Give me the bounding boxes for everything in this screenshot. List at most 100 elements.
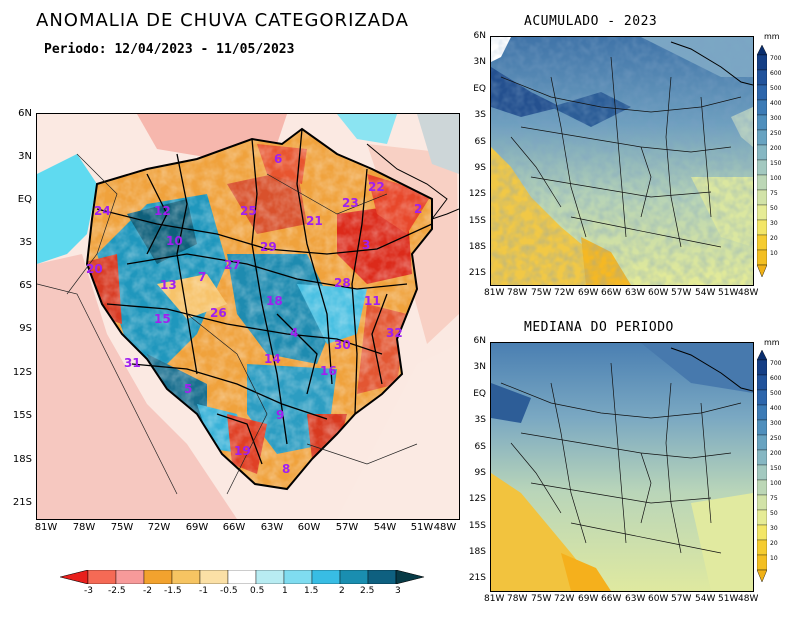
med-lat-tick: 9S	[474, 468, 486, 478]
vcb-label: 10	[770, 250, 778, 257]
colorbar-label: -3	[84, 586, 93, 596]
med-lat-tick: EQ	[473, 389, 486, 399]
vcb-label: 700	[770, 55, 782, 62]
med-lon-tick: 66W	[601, 594, 622, 604]
basin-label-10: 10	[166, 234, 183, 248]
basin-label-24: 24	[94, 204, 111, 218]
acc-lat-tick: 21S	[468, 268, 486, 278]
colorbar-label: 2.5	[360, 586, 375, 596]
vcb-label: 20	[770, 235, 778, 242]
vcb-label: 30	[770, 220, 778, 227]
med-lat-tick: 3S	[474, 415, 486, 425]
vcb-label: 600	[770, 70, 782, 77]
colorbar-label: 2	[339, 586, 345, 596]
main-lat-tick: 21S	[12, 497, 32, 508]
colorbar-label: -0.5	[220, 586, 238, 596]
colorbar-label: -2	[143, 586, 152, 596]
acc-lon-tick: 78W	[507, 288, 528, 298]
acc-lat-tick: 18S	[468, 242, 486, 252]
acc-lat-tick: 6N	[473, 31, 486, 41]
colorbar-label: -2.5	[108, 586, 126, 596]
basin-label-6: 6	[274, 152, 283, 166]
basin-label-30: 30	[334, 338, 351, 352]
basin-label-13: 13	[160, 278, 177, 292]
basin-label-16: 16	[320, 364, 337, 378]
accumulated-title: ACUMULADO - 2023	[524, 14, 658, 29]
vcb-label: 250	[770, 435, 782, 442]
main-lon-tick: 63W	[260, 522, 284, 533]
basin-label-14: 14	[264, 352, 281, 366]
median-map	[490, 342, 754, 592]
med-lon-tick: 78W	[507, 594, 528, 604]
main-lon-tick: 48W	[433, 522, 457, 533]
vcb-label: 100	[770, 480, 782, 487]
main-lon-tick: 75W	[110, 522, 134, 533]
acc-lon-tick: 81W	[484, 288, 505, 298]
vcb-label: 500	[770, 390, 782, 397]
acc-lon-tick: 51W	[718, 288, 739, 298]
med-lon-tick: 57W	[671, 594, 692, 604]
vcb-label: 150	[770, 160, 782, 167]
main-lat-tick: 12S	[12, 367, 32, 378]
acc-lon-tick: 69W	[578, 288, 599, 298]
vcb-label: 400	[770, 100, 782, 107]
anomaly-map	[36, 113, 460, 520]
main-lat-tick: EQ	[17, 194, 32, 205]
basin-label-5: 5	[184, 382, 193, 396]
basin-label-28: 28	[334, 276, 351, 290]
vcb-label: 400	[770, 405, 782, 412]
med-lon-tick: 69W	[578, 594, 599, 604]
acc-lon-tick: 54W	[695, 288, 716, 298]
vcb-label: 150	[770, 465, 782, 472]
vcb-label: 200	[770, 450, 782, 457]
main-lat-tick: 3N	[18, 151, 32, 162]
basin-label-27: 27	[224, 258, 241, 272]
main-lon-tick: 57W	[335, 522, 359, 533]
basin-label-32: 32	[386, 326, 403, 340]
acc-lat-tick: 3N	[473, 57, 486, 67]
main-lon-tick: 66W	[222, 522, 246, 533]
basin-label-22: 22	[368, 180, 385, 194]
main-lon-tick: 81W	[34, 522, 58, 533]
vcb-label: 500	[770, 85, 782, 92]
colorbar-label: 3	[395, 586, 401, 596]
basin-label-21: 21	[306, 214, 323, 228]
accumulated-colorbar	[757, 45, 767, 278]
basin-label-9: 9	[276, 408, 285, 422]
acc-lat-tick: 15S	[468, 216, 486, 226]
basin-label-12: 12	[154, 204, 171, 218]
acc-lat-tick: 3S	[474, 110, 486, 120]
acc-lon-tick: 75W	[531, 288, 552, 298]
unit-label: mm	[764, 338, 780, 347]
main-lat-tick: 3S	[19, 237, 32, 248]
vcb-label: 75	[770, 495, 778, 502]
basin-label-26: 26	[210, 306, 227, 320]
vcb-label: 10	[770, 555, 778, 562]
med-lat-tick: 12S	[468, 494, 486, 504]
acc-lon-tick: 72W	[554, 288, 575, 298]
unit-label: mm	[764, 32, 780, 41]
vcb-label: 75	[770, 190, 778, 197]
vcb-label: 250	[770, 130, 782, 137]
vcb-label: 300	[770, 115, 782, 122]
basin-label-2: 2	[414, 202, 423, 216]
med-lat-tick: 6N	[473, 336, 486, 346]
vcb-label: 600	[770, 375, 782, 382]
vcb-label: 200	[770, 145, 782, 152]
main-lon-tick: 54W	[373, 522, 397, 533]
med-lat-tick: 3N	[473, 362, 486, 372]
basin-label-31: 31	[124, 356, 141, 370]
acc-lon-tick: 63W	[625, 288, 646, 298]
basin-label-3: 3	[362, 238, 371, 252]
main-title: ANOMALIA DE CHUVA CATEGORIZADA	[36, 10, 409, 31]
vcb-label: 50	[770, 510, 778, 517]
med-lon-tick: 72W	[554, 594, 575, 604]
med-lat-tick: 21S	[468, 573, 486, 583]
basin-label-7: 7	[198, 270, 207, 284]
med-lon-tick: 60W	[648, 594, 669, 604]
anomaly-map-canvas	[37, 114, 459, 519]
acc-lat-tick: 6S	[474, 137, 486, 147]
main-lon-tick: 51W	[410, 522, 434, 533]
med-lat-tick: 6S	[474, 442, 486, 452]
acc-lat-tick: 9S	[474, 163, 486, 173]
